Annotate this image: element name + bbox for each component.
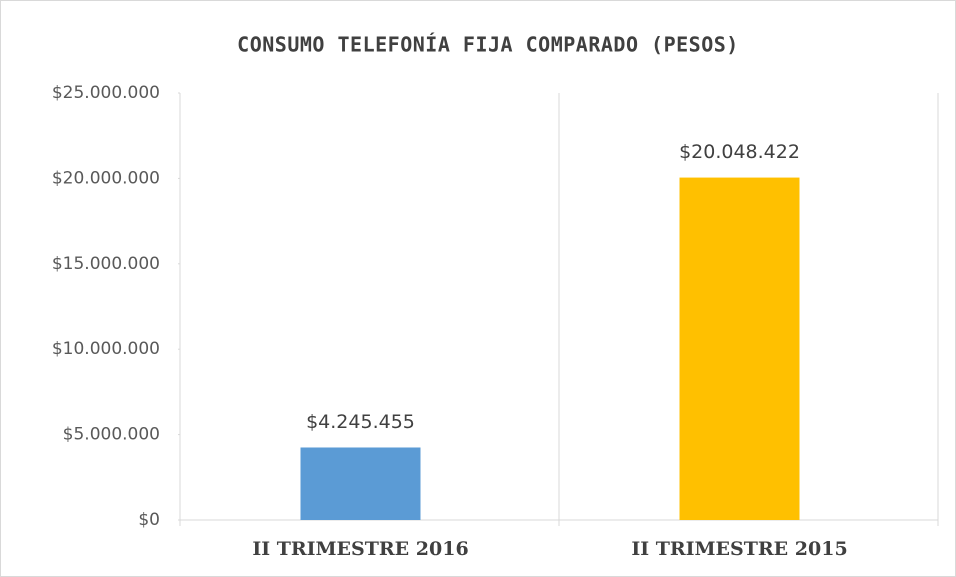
y-tick-label: $25.000.000	[52, 83, 160, 103]
y-tick-label: $20.000.000	[52, 168, 160, 188]
chart-title: CONSUMO TELEFONÍA FIJA COMPARADO (PESOS)	[237, 33, 739, 57]
x-tick-label: II TRIMESTRE 2016	[252, 538, 468, 560]
y-tick-label: $15.000.000	[52, 254, 160, 274]
y-tick-label: $5.000.000	[63, 425, 160, 445]
data-label: $4.245.455	[306, 411, 415, 433]
x-tick-label: II TRIMESTRE 2015	[631, 538, 847, 560]
y-tick-label: $0	[138, 510, 160, 530]
y-tick-label: $10.000.000	[52, 339, 160, 359]
bar	[679, 177, 800, 521]
bar	[300, 447, 421, 520]
data-label: $20.048.422	[679, 141, 800, 163]
